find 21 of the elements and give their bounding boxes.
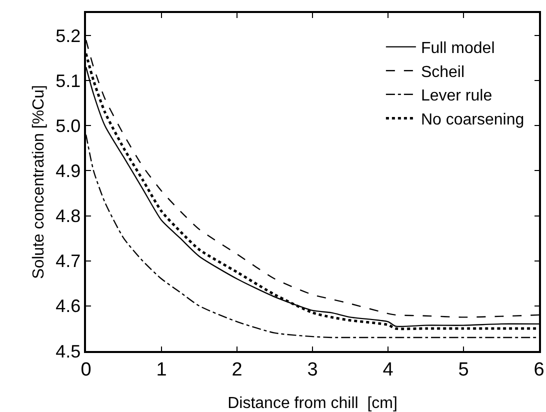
legend-label: Scheil xyxy=(420,64,465,81)
x-tick-label: 4 xyxy=(382,360,394,381)
x-tick-label: 6 xyxy=(534,360,544,381)
legend-label: No coarsening xyxy=(420,111,524,128)
y-tick-label: 4.8 xyxy=(56,206,81,226)
y-tick-label: 4.9 xyxy=(56,161,81,182)
y-tick-label: 4.6 xyxy=(56,296,81,316)
x-tick-label: 3 xyxy=(307,360,318,381)
legend-label: Full model xyxy=(420,40,495,58)
y-tick-label: 5.1 xyxy=(56,70,81,91)
y-tick-label: 5.0 xyxy=(56,116,81,136)
y-tick-label: 4.7 xyxy=(56,251,81,272)
y-tick-label: 4.5 xyxy=(56,341,81,362)
x-tick-label: 0 xyxy=(80,360,92,381)
x-tick-label: 5 xyxy=(458,360,469,381)
x-axis-title: Distance from chill [cm] xyxy=(228,395,398,412)
legend-label: Lever rule xyxy=(420,88,492,105)
x-tick-label: 2 xyxy=(232,360,242,381)
x-tick-label: 1 xyxy=(156,360,167,381)
y-tick-label: 5.2 xyxy=(56,26,81,46)
y-axis-title: Solute concentration [%Cu] xyxy=(30,85,48,279)
